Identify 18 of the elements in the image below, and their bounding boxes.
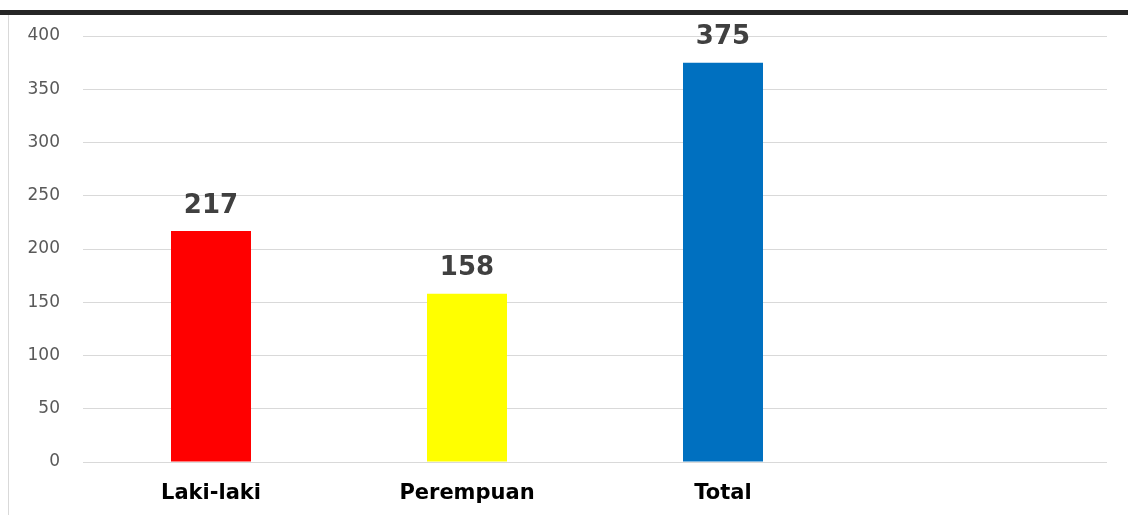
- x-tick-label: Laki-laki: [161, 480, 261, 505]
- y-tick-label: 0: [49, 450, 60, 471]
- x-tick-label: Perempuan: [399, 480, 535, 505]
- y-tick-label: 250: [27, 184, 60, 205]
- bar: [683, 62, 763, 462]
- x-tick-label: Total: [694, 480, 752, 505]
- y-tick-label: 200: [27, 237, 60, 258]
- bar: [171, 230, 251, 462]
- y-tick-label: 50: [38, 397, 60, 418]
- data-label: 158: [439, 251, 495, 282]
- y-tick-label: 100: [27, 343, 60, 364]
- y-tick-label: 400: [27, 24, 60, 45]
- y-tick-label: 150: [27, 290, 60, 311]
- data-label: 217: [183, 188, 239, 219]
- y-tick-label: 350: [27, 77, 60, 98]
- bar: [427, 293, 507, 462]
- y-tick-label: 300: [27, 130, 60, 151]
- data-label: 375: [695, 20, 751, 51]
